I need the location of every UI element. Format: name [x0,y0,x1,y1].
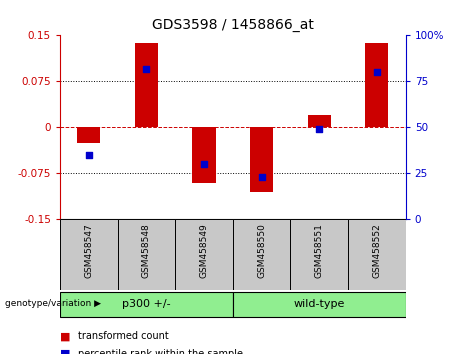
Text: wild-type: wild-type [294,299,345,309]
Bar [118,219,175,290]
Point [142,66,150,72]
Text: ■: ■ [60,349,71,354]
Bar [175,219,233,290]
Text: genotype/variation ▶: genotype/variation ▶ [5,299,100,308]
Bar [135,43,158,127]
Bar [77,127,100,143]
Bar [60,292,233,317]
Bar [290,219,348,290]
Point [85,152,92,158]
Text: GSM458547: GSM458547 [84,223,93,278]
Text: GSM458549: GSM458549 [200,223,208,278]
Point [315,126,323,132]
Text: percentile rank within the sample: percentile rank within the sample [78,349,243,354]
Bar [233,292,406,317]
Bar [308,115,331,127]
Point [258,174,266,180]
Point [200,161,207,167]
Bar [365,43,388,127]
Text: ■: ■ [60,331,71,341]
Title: GDS3598 / 1458866_at: GDS3598 / 1458866_at [152,18,314,32]
Bar [60,219,118,290]
Text: GSM458551: GSM458551 [315,223,324,278]
Text: GSM458552: GSM458552 [372,223,381,278]
Text: p300 +/-: p300 +/- [122,299,171,309]
Text: GSM458550: GSM458550 [257,223,266,278]
Bar [233,219,290,290]
Bar [193,127,216,183]
Text: transformed count: transformed count [78,331,169,341]
Bar [250,127,273,192]
Point [373,69,381,75]
Text: GSM458548: GSM458548 [142,223,151,278]
Bar [348,219,406,290]
